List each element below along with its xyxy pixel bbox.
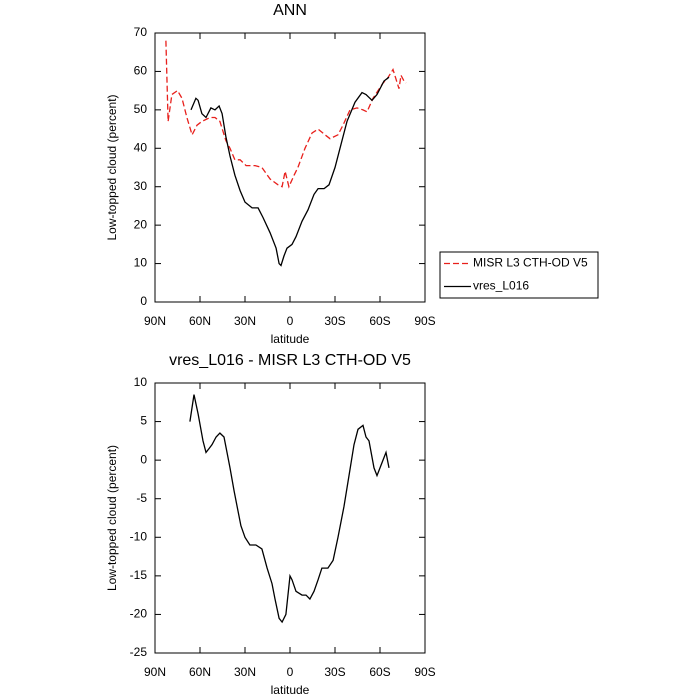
y-tick-label: 70: [134, 25, 148, 39]
x-tick-label: 60S: [369, 665, 390, 679]
y-tick-label: -25: [130, 645, 148, 659]
y-tick-label: -5: [136, 491, 147, 505]
y-axis-label: Low-topped cloud (percent): [105, 445, 119, 591]
legend-box: [439, 251, 599, 299]
plot-frame: [154, 382, 426, 654]
y-tick-label: 10: [134, 256, 148, 270]
y-tick-label: 5: [140, 414, 147, 428]
x-tick-label: 90S: [414, 665, 435, 679]
x-tick-label: 90S: [414, 314, 435, 328]
x-tick-label: 0: [287, 314, 294, 328]
x-tick-label: 60N: [189, 314, 211, 328]
y-tick-label: -20: [130, 607, 148, 621]
x-tick-label: 30N: [234, 665, 256, 679]
y-tick-label: -15: [130, 568, 148, 582]
y-tick-label: 20: [134, 217, 148, 231]
legend-label: vres_L016: [473, 279, 529, 293]
plot-frame: [154, 32, 426, 303]
y-tick-label: 0: [140, 294, 147, 308]
legend-label: MISR L3 CTH-OD V5: [473, 256, 588, 270]
x-axis-label: latitude: [271, 683, 310, 697]
x-tick-label: 60N: [189, 665, 211, 679]
chart-title: ANN: [273, 2, 307, 19]
y-tick-label: 40: [134, 140, 148, 154]
x-tick-label: 90N: [144, 314, 166, 328]
y-tick-label: 0: [140, 452, 147, 466]
x-axis-label: latitude: [271, 332, 310, 346]
chart-title: vres_L016 - MISR L3 CTH-OD V5: [169, 352, 411, 369]
data-line: [165, 40, 407, 189]
data-line: [189, 394, 390, 624]
y-tick-label: 30: [134, 179, 148, 193]
x-tick-label: 30S: [324, 665, 345, 679]
y-axis-label: Low-topped cloud (percent): [105, 94, 119, 240]
x-tick-label: 30S: [324, 314, 345, 328]
data-line: [190, 76, 390, 267]
x-tick-label: 90N: [144, 665, 166, 679]
y-tick-label: -10: [130, 529, 148, 543]
y-tick-label: 10: [134, 375, 148, 389]
y-tick-label: 60: [134, 64, 148, 78]
x-tick-label: 30N: [234, 314, 256, 328]
y-tick-label: 50: [134, 102, 148, 116]
x-tick-label: 0: [287, 665, 294, 679]
x-tick-label: 60S: [369, 314, 390, 328]
